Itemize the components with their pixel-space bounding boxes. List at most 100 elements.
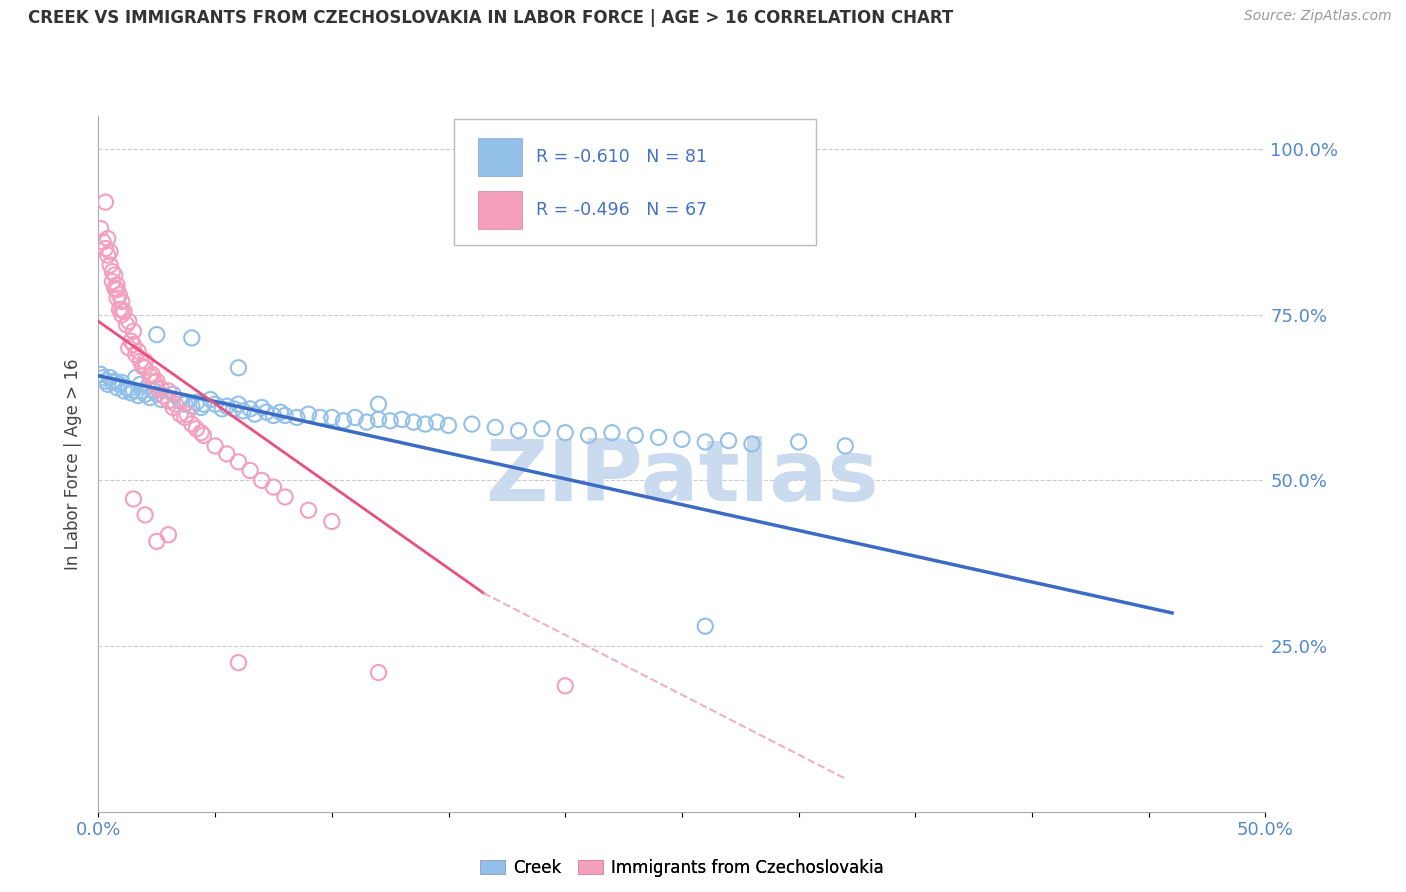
Point xyxy=(554,679,576,693)
Point xyxy=(162,387,184,401)
Point xyxy=(239,463,262,477)
Point xyxy=(98,258,121,272)
Point xyxy=(215,399,238,413)
Point xyxy=(367,665,389,680)
Point xyxy=(127,388,149,402)
Point xyxy=(143,376,166,390)
Point xyxy=(193,428,215,442)
Point xyxy=(647,430,669,444)
Point xyxy=(105,277,128,292)
Y-axis label: In Labor Force | Age > 16: In Labor Force | Age > 16 xyxy=(65,358,83,570)
Point xyxy=(671,433,693,447)
Point xyxy=(426,415,449,429)
Point xyxy=(356,415,378,429)
Point xyxy=(530,422,553,436)
Point xyxy=(152,388,174,402)
Point xyxy=(169,393,191,408)
Point xyxy=(132,384,155,398)
Point xyxy=(367,397,389,411)
Point xyxy=(413,417,436,431)
Point xyxy=(274,409,297,423)
Point xyxy=(132,359,155,374)
Point xyxy=(228,656,250,670)
Point xyxy=(624,428,647,442)
Point xyxy=(256,405,278,419)
Point xyxy=(186,422,208,436)
Point xyxy=(262,480,284,494)
Point xyxy=(204,397,226,411)
Point xyxy=(367,412,389,426)
Point xyxy=(122,337,145,351)
Point xyxy=(437,418,460,433)
Point xyxy=(143,384,166,398)
Point xyxy=(146,387,169,401)
Point xyxy=(152,388,174,402)
Point xyxy=(157,393,180,408)
Point xyxy=(695,619,717,633)
Point xyxy=(111,376,134,390)
Point xyxy=(94,374,117,388)
Point xyxy=(162,401,184,415)
Point xyxy=(139,391,162,405)
Point xyxy=(250,474,273,488)
Point xyxy=(215,447,238,461)
Point xyxy=(321,410,343,425)
Point xyxy=(115,381,138,395)
Point xyxy=(104,281,127,295)
Point xyxy=(125,370,148,384)
Point xyxy=(134,354,156,368)
Point xyxy=(97,377,120,392)
Point xyxy=(269,405,291,419)
Point xyxy=(108,377,131,392)
Point xyxy=(180,331,202,345)
Point xyxy=(127,344,149,359)
Point xyxy=(129,377,152,392)
Point xyxy=(120,386,142,401)
Point xyxy=(125,347,148,361)
Point xyxy=(91,235,114,249)
Point xyxy=(104,268,127,282)
Point xyxy=(122,491,145,506)
Point xyxy=(176,395,198,409)
Point xyxy=(94,195,117,210)
Point xyxy=(97,231,120,245)
Point xyxy=(297,503,319,517)
Point xyxy=(695,434,717,449)
Point xyxy=(344,410,367,425)
Point xyxy=(118,314,141,328)
Point xyxy=(139,368,162,383)
Point xyxy=(97,248,120,262)
Point xyxy=(98,244,121,259)
Point xyxy=(402,415,425,429)
Point xyxy=(101,376,124,390)
Point xyxy=(150,392,173,407)
Point xyxy=(180,417,202,431)
Point xyxy=(176,407,198,421)
Point xyxy=(232,404,254,418)
Point xyxy=(105,283,128,297)
Point xyxy=(243,407,266,421)
Point xyxy=(228,455,250,469)
Point xyxy=(134,508,156,522)
Point xyxy=(228,360,250,375)
Text: R = -0.496   N = 67: R = -0.496 N = 67 xyxy=(536,202,707,219)
Text: Source: ZipAtlas.com: Source: ZipAtlas.com xyxy=(1244,9,1392,23)
Point xyxy=(129,354,152,368)
Point xyxy=(741,437,763,451)
Point xyxy=(134,387,156,401)
Point xyxy=(173,397,195,411)
Point xyxy=(90,221,112,235)
Point xyxy=(190,425,212,440)
Point xyxy=(157,384,180,398)
Point xyxy=(118,382,141,396)
Text: CREEK VS IMMIGRANTS FROM CZECHOSLOVAKIA IN LABOR FORCE | AGE > 16 CORRELATION CH: CREEK VS IMMIGRANTS FROM CZECHOSLOVAKIA … xyxy=(28,9,953,27)
Point xyxy=(141,368,163,382)
Point xyxy=(111,294,134,309)
Point xyxy=(554,425,576,440)
Point xyxy=(186,395,208,409)
Point xyxy=(112,384,135,398)
Point xyxy=(285,410,308,425)
Point xyxy=(600,425,623,440)
Point xyxy=(508,424,530,438)
Point xyxy=(228,397,250,411)
